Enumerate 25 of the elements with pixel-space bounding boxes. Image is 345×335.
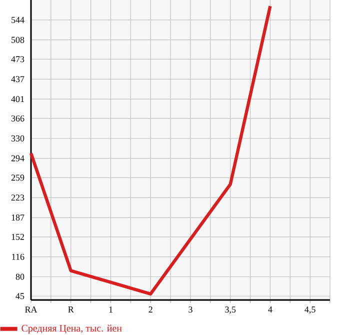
y-tick-label: 152: [12, 234, 24, 240]
y-tick-label: 259: [11, 174, 24, 181]
y-tick-label: 473: [11, 56, 24, 62]
y-tick-label: 508: [12, 36, 24, 43]
line-series: [29, 4, 272, 296]
x-tick-label: 2: [148, 306, 152, 312]
x-tick-label: 3: [188, 306, 192, 313]
x-tick-label: RA: [25, 306, 38, 312]
y-tick-label: 544: [12, 16, 24, 23]
x-tick-label: 3,5: [225, 306, 236, 314]
x-tick-label: 1: [109, 306, 112, 312]
y-tick-label: 294: [11, 155, 24, 162]
legend-label: Средняя Цена, тыс. йен: [22, 324, 122, 334]
y-tick-label: 223: [11, 194, 24, 201]
x-tick-label: 4: [268, 306, 272, 312]
x-tick-label: R: [68, 306, 74, 312]
y-tick-label: 401: [11, 96, 24, 102]
y-tick-label: 437: [11, 76, 24, 82]
y-tick-label: 187: [12, 214, 24, 221]
y-tick-label: 116: [12, 254, 24, 260]
y-tick-label: 80: [16, 274, 24, 280]
y-tick-label: 45: [16, 293, 24, 300]
y-tick-label: 366: [11, 115, 24, 122]
x-tick-label: 4,5: [304, 306, 316, 314]
y-tick-label: 330: [11, 135, 24, 142]
